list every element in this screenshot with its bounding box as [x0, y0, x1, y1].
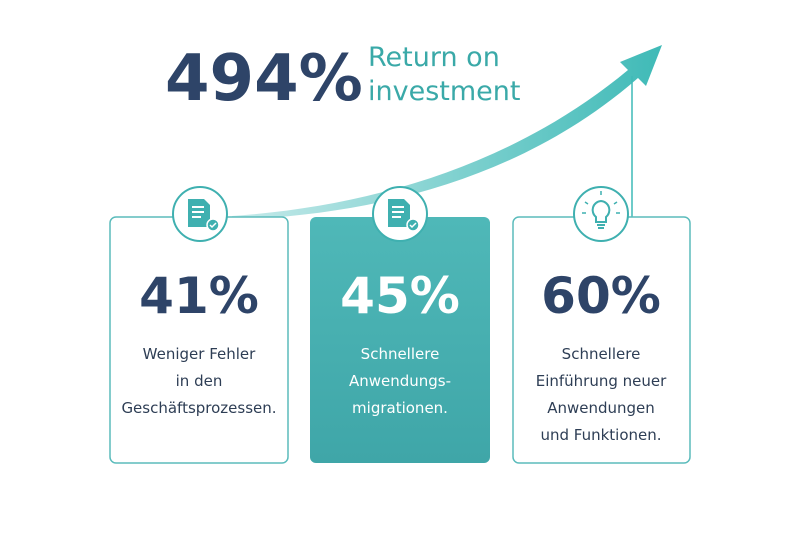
card: [109, 216, 289, 464]
card-text: migrationen.: [352, 399, 448, 417]
card-value: 41%: [139, 267, 259, 325]
card-text: und Funktionen.: [540, 426, 661, 444]
card-text: Schnellere: [562, 345, 641, 363]
card-text: in den: [176, 372, 223, 390]
card-text: Geschäftsprozessen.: [121, 399, 276, 417]
card-text: Anwendungs-: [349, 372, 451, 390]
headline-label: Return on: [368, 42, 500, 73]
lightbulb-icon: [573, 186, 629, 242]
card-text: Einführung neuer: [536, 372, 667, 390]
headline-value: 494%: [165, 42, 363, 116]
document-icon: [172, 186, 228, 242]
card-highlighted: [310, 217, 490, 463]
card-text: Anwendungen: [547, 399, 655, 417]
card-text: Weniger Fehler: [143, 345, 256, 363]
document-icon: [372, 186, 428, 242]
card-value: 45%: [340, 267, 460, 325]
card-text: Schnellere: [361, 345, 440, 363]
headline-label: investment: [368, 76, 520, 107]
card-value: 60%: [541, 267, 661, 325]
